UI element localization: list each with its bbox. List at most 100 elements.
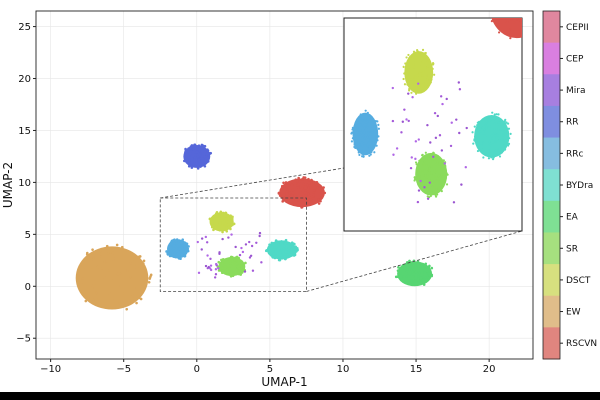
point-ew xyxy=(113,254,116,258)
colorbar: CEPII CEP Mira RR RRc BYDra EA SR DSCT EW RSCVN xyxy=(542,10,597,360)
point-mira xyxy=(206,254,209,257)
point-rrc xyxy=(169,249,173,253)
point-ew xyxy=(133,297,136,301)
inset-point-sr xyxy=(425,169,429,173)
y-tick-label: −5 xyxy=(16,334,31,345)
point-rr xyxy=(196,167,200,170)
inset-point-sr xyxy=(438,185,441,189)
inset-point-rscvn xyxy=(490,20,493,23)
point-rscvn xyxy=(293,194,297,198)
point-rrc xyxy=(177,257,181,260)
inset-point-mira xyxy=(405,118,408,121)
inset-point-mira xyxy=(458,88,462,91)
inset-point-rscvn xyxy=(518,33,521,36)
point-ea xyxy=(399,267,403,271)
point-sr xyxy=(238,269,241,272)
point-dsct xyxy=(210,217,214,221)
point-ew xyxy=(80,265,84,269)
inset-point-rrc xyxy=(364,135,367,139)
point-ew xyxy=(131,292,134,296)
point-dsct xyxy=(225,219,229,223)
point-rr xyxy=(183,159,186,163)
inset-point-rscvn xyxy=(499,7,501,9)
point-ew xyxy=(137,255,141,258)
inset-point-dsct xyxy=(405,67,408,70)
colorbar-label-mira: Mira xyxy=(566,86,585,96)
inset-point-mira xyxy=(391,86,395,90)
point-rscvn xyxy=(278,194,282,197)
inset-point-ew xyxy=(274,132,276,134)
inset-point-rrc xyxy=(356,120,359,123)
inset-point-mira xyxy=(391,119,395,123)
inset-point-rrc xyxy=(364,121,367,124)
inset-point-mira xyxy=(433,111,437,115)
inset-point-sr xyxy=(430,177,433,180)
inset-point-mira xyxy=(436,114,439,118)
colorbar-segment-sr xyxy=(543,232,560,265)
point-ew xyxy=(105,260,109,263)
point-rrc xyxy=(172,255,175,258)
point-dsct xyxy=(224,217,228,221)
inset-point-ew xyxy=(260,143,262,145)
inset-point-bydra xyxy=(484,124,487,127)
point-rrc xyxy=(184,249,187,253)
inset-point-rrc xyxy=(369,153,372,156)
point-rr xyxy=(188,158,192,162)
inset-point-sr xyxy=(423,190,426,193)
point-dsct xyxy=(229,214,232,218)
inset-point-mira xyxy=(438,134,442,137)
inset-point-ew xyxy=(272,141,274,143)
point-ea xyxy=(427,272,430,275)
inset-point-dsct xyxy=(424,63,427,66)
point-rrc xyxy=(169,252,172,256)
point-ew xyxy=(118,301,121,305)
point-rscvn xyxy=(282,181,285,185)
inset-point-ew xyxy=(263,151,265,153)
point-bydra xyxy=(291,253,294,257)
inset-point-sr xyxy=(442,178,446,182)
point-bydra xyxy=(274,246,278,249)
point-rr xyxy=(200,155,204,158)
point-ea xyxy=(396,269,400,272)
inset-point-rrc xyxy=(376,120,379,123)
inset-point-dsct xyxy=(420,76,424,79)
inset-point-dsct xyxy=(402,77,405,81)
inset-point-dsct xyxy=(405,62,408,66)
point-bydra xyxy=(272,243,276,247)
inset-point-bydra xyxy=(473,125,476,128)
inset-point-rscvn xyxy=(488,2,490,4)
inset-point-dsct xyxy=(419,89,422,93)
point-ea xyxy=(409,279,412,282)
point-ew xyxy=(149,273,153,277)
inset-point-rrc xyxy=(371,129,374,132)
point-bydra xyxy=(292,250,295,253)
colorbar-segment-ea xyxy=(543,200,560,233)
inset-point-rrc xyxy=(354,133,357,136)
point-dsct xyxy=(221,212,225,216)
inset-point-rscvn xyxy=(530,33,532,35)
inset-point-sr xyxy=(425,156,429,159)
inset-point-ew xyxy=(259,185,261,187)
inset-point-rrc xyxy=(357,117,360,120)
y-tick: 25 xyxy=(18,22,36,33)
inset-point-bydra xyxy=(506,122,510,125)
inset-point-rscvn xyxy=(525,30,527,32)
inset-point-sr xyxy=(436,160,439,163)
point-ea xyxy=(414,270,418,274)
inset-point-bydra xyxy=(491,158,495,161)
point-mira xyxy=(209,257,212,261)
point-ea xyxy=(419,262,422,265)
inset-point-ew xyxy=(314,245,316,247)
inset-point-rscvn xyxy=(510,18,513,22)
x-ticks: −10 −5 0 5 10 15 20 xyxy=(40,359,496,375)
inset-point-ew xyxy=(321,211,323,213)
point-rscvn xyxy=(302,196,306,200)
inset-point-dsct xyxy=(409,65,412,68)
inset-point-sr xyxy=(429,190,433,193)
inset-point-rscvn xyxy=(499,1,501,3)
inset-point-mira xyxy=(410,156,413,159)
inset-point-ew xyxy=(294,215,296,217)
main-points xyxy=(75,143,434,311)
inset-point-ew xyxy=(303,238,305,240)
point-sr xyxy=(223,263,227,266)
